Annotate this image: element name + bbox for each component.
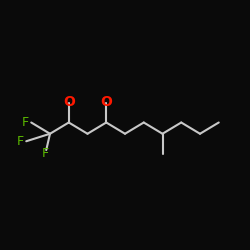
Text: O: O <box>100 96 112 110</box>
Text: F: F <box>17 135 24 148</box>
Text: F: F <box>42 147 48 160</box>
Text: O: O <box>63 96 75 110</box>
Text: F: F <box>22 116 29 129</box>
